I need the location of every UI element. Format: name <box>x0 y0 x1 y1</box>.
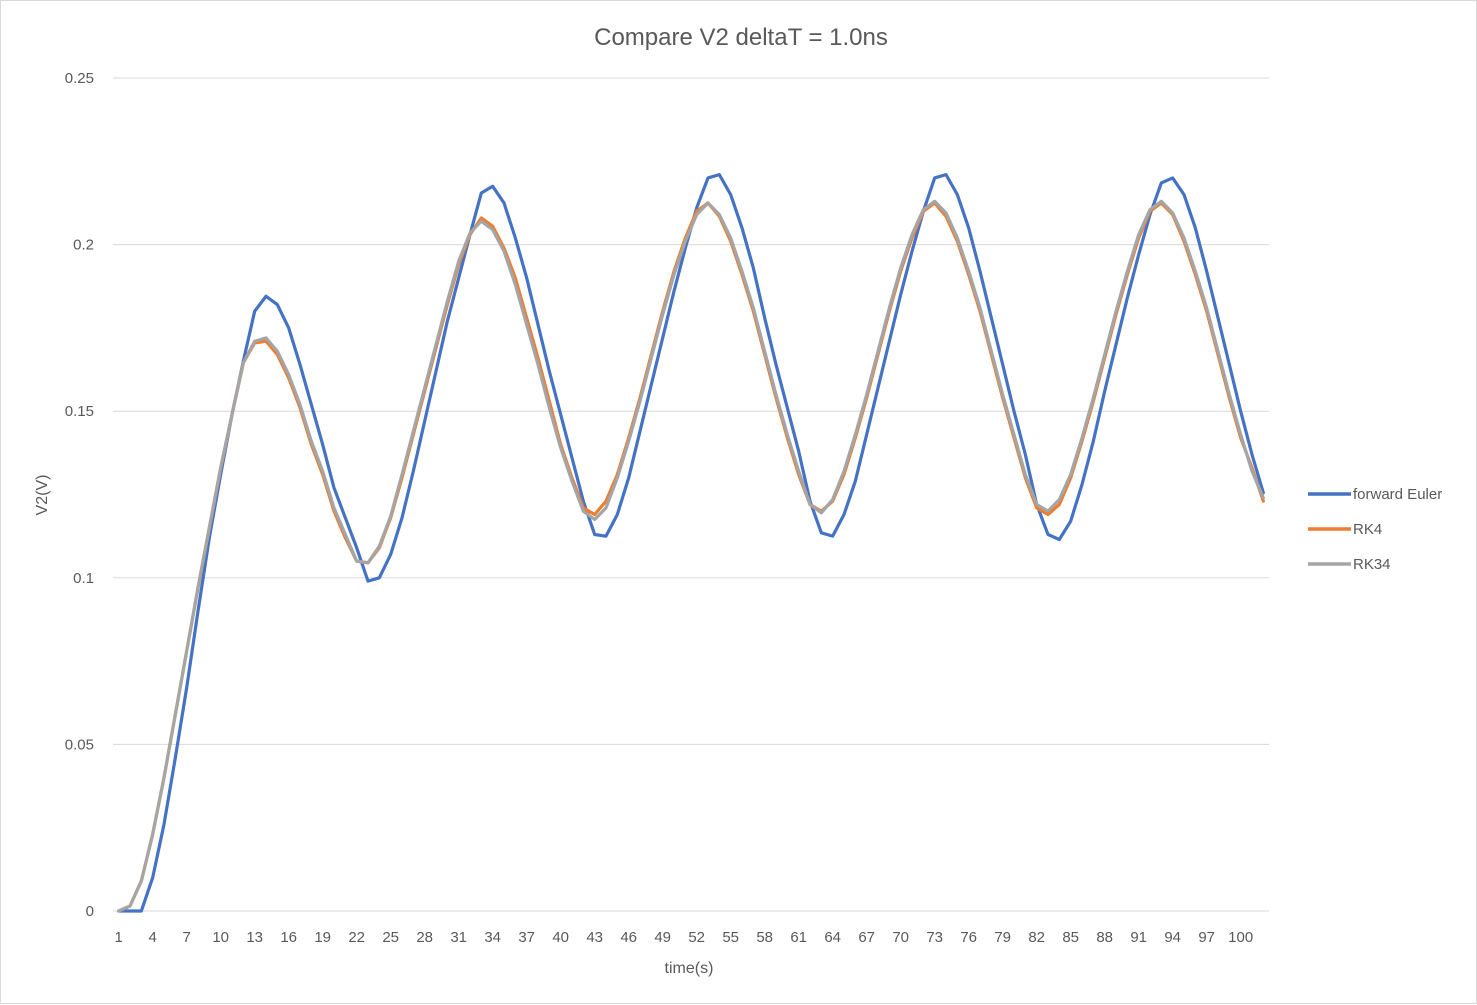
x-tick-label: 22 <box>348 929 365 946</box>
x-axis-ticks: 1 4 7 10 13 16 19 22 25 28 31 34 37 40 43 46 49 52 55 58 61 6… <box>114 929 1253 946</box>
x-tick-label: 16 <box>280 929 297 946</box>
x-tick-label: 70 <box>892 929 909 946</box>
y-tick-label: 0.05 <box>65 736 94 753</box>
x-tick-label: 52 <box>688 929 705 946</box>
x-tick-label: 97 <box>1198 929 1215 946</box>
x-axis-label: time(s) <box>665 960 714 977</box>
x-tick-label: 61 <box>790 929 807 946</box>
x-tick-label: 94 <box>1164 929 1181 946</box>
x-tick-label: 31 <box>450 929 467 946</box>
x-tick-label: 34 <box>484 929 501 946</box>
y-tick-label: 0.25 <box>65 70 94 87</box>
legend: forward Euler RK4 RK34 <box>1308 486 1442 573</box>
legend-label: RK34 <box>1353 556 1391 573</box>
x-tick-label: 79 <box>994 929 1011 946</box>
x-tick-label: 13 <box>246 929 263 946</box>
x-tick-label: 43 <box>586 929 603 946</box>
series-line-rk34 <box>117 199 1265 913</box>
y-tick-label: 0.15 <box>65 403 94 420</box>
x-tick-label: 40 <box>552 929 569 946</box>
y-tick-label: 0.2 <box>73 237 94 254</box>
y-axis-label: V2(V) <box>34 475 51 516</box>
x-tick-label: 49 <box>654 929 671 946</box>
x-tick-label: 88 <box>1096 929 1113 946</box>
x-tick-label: 10 <box>212 929 229 946</box>
x-tick-label: 37 <box>518 929 535 946</box>
series-lines <box>117 173 1265 913</box>
gridlines <box>113 77 1269 745</box>
x-tick-label: 73 <box>926 929 943 946</box>
x-tick-label: 67 <box>858 929 875 946</box>
y-axis-ticks: 0 0.05 0.1 0.15 0.2 0.25 <box>65 70 94 920</box>
x-tick-label: 58 <box>756 929 773 946</box>
x-tick-label: 25 <box>382 929 399 946</box>
x-tick-label: 91 <box>1130 929 1147 946</box>
chart-title: Compare V2 deltaT = 1.0ns <box>594 24 888 51</box>
x-tick-label: 85 <box>1062 929 1079 946</box>
x-tick-label: 1 <box>114 929 122 946</box>
x-tick-label: 7 <box>182 929 190 946</box>
x-tick-label: 64 <box>824 929 841 946</box>
y-tick-label: 0 <box>86 903 94 920</box>
legend-label: forward Euler <box>1353 486 1442 503</box>
x-tick-label: 76 <box>960 929 977 946</box>
legend-label: RK4 <box>1353 521 1382 538</box>
x-tick-label: 82 <box>1028 929 1045 946</box>
x-tick-label: 28 <box>416 929 433 946</box>
y-tick-label: 0.1 <box>73 570 94 587</box>
x-tick-label: 55 <box>722 929 739 946</box>
series-line-rk4 <box>117 201 1265 913</box>
x-tick-label: 46 <box>620 929 637 946</box>
x-tick-label: 19 <box>314 929 331 946</box>
x-tick-label: 4 <box>148 929 156 946</box>
x-tick-label: 100 <box>1228 929 1253 946</box>
series-line-forward-euler <box>117 173 1265 913</box>
